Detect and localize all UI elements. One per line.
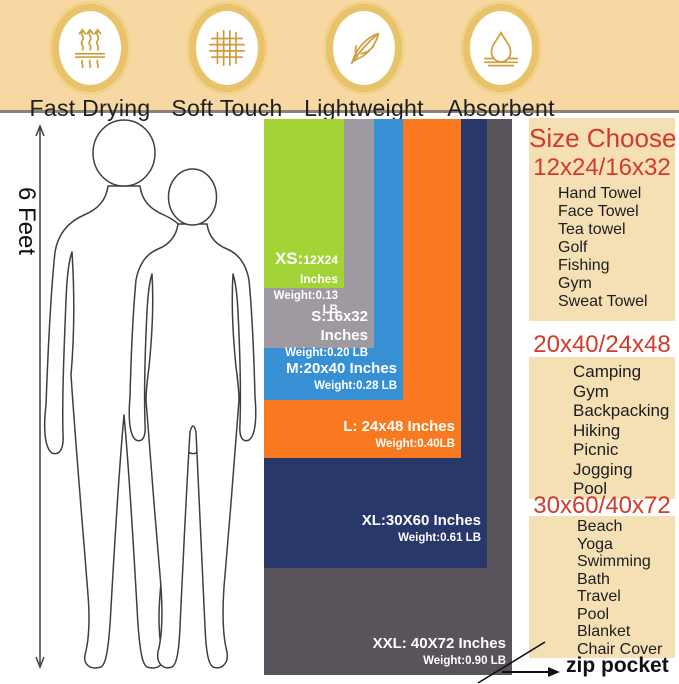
towel-size-label: M:20x40 Inches: [286, 360, 397, 377]
size-panel-group-3: Beach Yoga Swimming Bath Travel Pool Blanket Ch…: [529, 516, 675, 658]
steam-icon: [52, 4, 128, 92]
towel-label-l: L: 24x48 Inches Weight:0.40LB: [264, 418, 455, 451]
use-case-item: Gym: [558, 275, 592, 292]
feature-label: Lightweight: [304, 95, 424, 121]
towel-weight-label: Weight:0.28 LB: [314, 379, 397, 392]
droplet-icon: [463, 4, 539, 92]
group-items-2: Camping Gym Backpacking Hiking Picnic Jogging…: [529, 357, 675, 499]
feature-item: Soft Touch: [165, 4, 289, 122]
use-case-item: Face Towel: [558, 203, 639, 220]
woman-outline-figure: [128, 168, 257, 669]
use-case-item: Gym: [573, 381, 609, 401]
feature-label: Soft Touch: [171, 95, 283, 121]
feature-item: Fast Drying: [28, 4, 152, 122]
towel-size-label: XXL: 40X72 Inches: [372, 635, 506, 652]
use-case-item: Hiking: [573, 420, 621, 440]
use-case-item: Chair Cover: [577, 640, 663, 658]
towel-stack: XXL: 40X72 Inches Weight:0.90 LB XL:30X60 …: [264, 119, 512, 675]
size-panel-group-2: Camping Gym Backpacking Hiking Picnic Jogging…: [529, 357, 675, 499]
use-case-item: Beach: [577, 518, 623, 535]
towel-label-s: S:16x32 Inches Weight:0.20 LB: [264, 308, 368, 360]
use-case-item: Backpacking: [573, 401, 670, 420]
feature-item: Absorbent: [439, 4, 563, 122]
towel-weight-label: Weight:0.90 LB: [423, 654, 506, 667]
size-panel-title: Size Choose: [529, 123, 677, 153]
feature-item: Lightweight: [302, 4, 426, 122]
use-case-item: Pool: [577, 605, 610, 623]
group-heading-2: 20x40/24x48: [533, 331, 671, 358]
use-case-item: Tea towel: [558, 221, 626, 238]
feather-icon: [326, 4, 402, 92]
towel-size-label: XL:30X60 Inches: [361, 512, 481, 529]
group-items-3: Beach Yoga Swimming Bath Travel Pool Blanket Ch…: [529, 516, 675, 658]
use-case-item: Jogging: [573, 459, 633, 479]
use-case-item: Travel: [577, 588, 621, 605]
use-case-item: Camping: [573, 362, 642, 381]
towel-weight-label: Weight:0.61 LB: [398, 531, 481, 544]
use-case-item: Golf: [558, 239, 588, 256]
towel-size-label: L: 24x48 Inches: [343, 418, 455, 435]
towel-label-xs: XS:12X24 Inches Weight:0.13 LB: [264, 248, 338, 317]
zip-pocket-pointer-line: [477, 641, 546, 684]
towel-size-label: S:16x32 Inches: [311, 308, 368, 344]
group-items-1: Hand Towel Face Towel Tea towel Golf Fishing…: [529, 182, 675, 311]
use-case-item: Pool: [573, 479, 608, 498]
use-case-item: Blanket: [577, 623, 631, 640]
size-panel-group-1: Size Choose 12x24/16x32 Hand Towel Face T…: [529, 118, 677, 321]
feature-banner: Fast Drying Soft Touch Lightweight Absorben…: [0, 0, 679, 121]
zip-pocket-label: zip pocket: [566, 654, 669, 677]
zip-pocket-arrow: [502, 667, 560, 677]
use-case-item: Sweat Towel: [558, 293, 648, 310]
towel-weight-label: Weight:0.13 LB: [273, 289, 338, 316]
use-case-item: Hand Towel: [558, 185, 642, 202]
use-case-item: Swimming: [577, 553, 651, 570]
towel-weight-label: Weight:0.20 LB: [285, 346, 368, 359]
towel-size-label: XS:12X24 Inches: [274, 249, 338, 286]
towel-label-m: M:20x40 Inches Weight:0.28 LB: [264, 360, 397, 393]
height-arrow: [35, 123, 45, 670]
towel-rect-xs: XS:12X24 Inches Weight:0.13 LB: [264, 119, 344, 316]
use-case-item: Fishing: [558, 257, 610, 274]
towel-label-xxl: XXL: 40X72 Inches Weight:0.90 LB: [264, 635, 506, 668]
weave-icon: [189, 4, 265, 92]
feature-label: Fast Drying: [29, 95, 151, 121]
use-case-item: Yoga: [577, 535, 613, 553]
towel-weight-label: Weight:0.40LB: [375, 437, 455, 450]
group-heading-1: 12x24/16x32: [533, 154, 671, 181]
human-figures: [35, 119, 257, 670]
group-heading-3: 30x60/40x72: [533, 492, 671, 519]
feature-label: Absorbent: [447, 95, 555, 121]
towel-label-xl: XL:30X60 Inches Weight:0.61 LB: [264, 512, 481, 545]
use-case-item: Picnic: [573, 440, 619, 459]
use-case-item: Bath: [577, 570, 610, 588]
